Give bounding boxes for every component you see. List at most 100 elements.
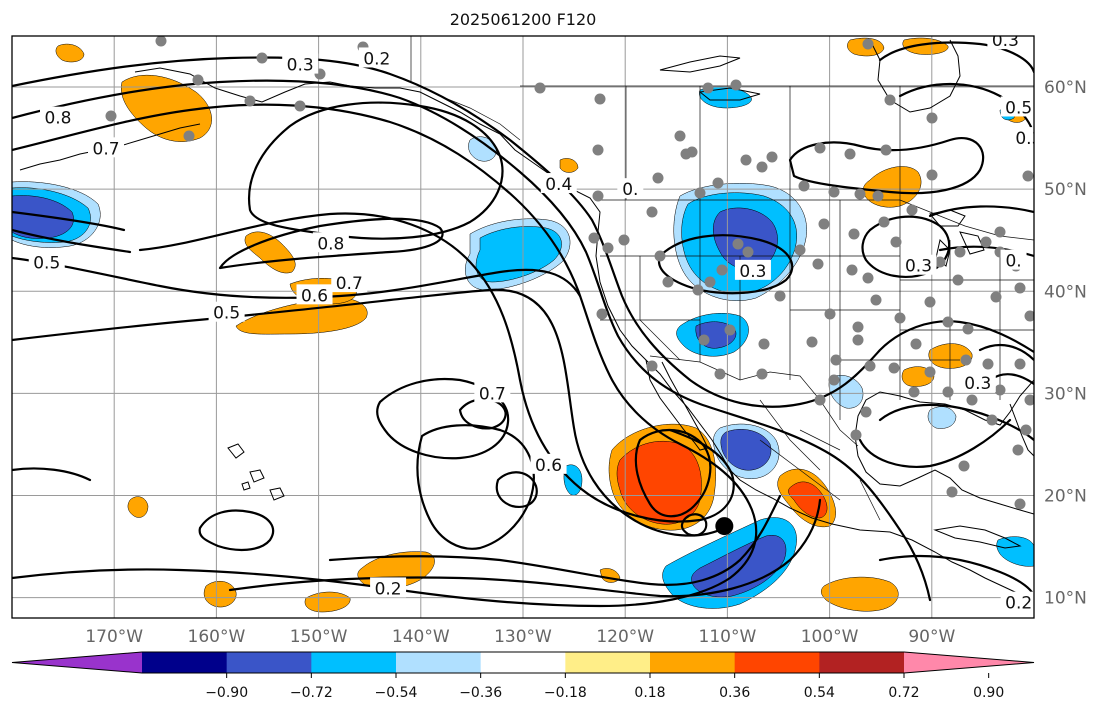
contour-line <box>634 428 712 518</box>
coastline-hawaii <box>227 443 285 501</box>
colorbar-tick-label: −0.90 <box>205 685 248 701</box>
contour-label-background <box>88 137 125 158</box>
latitude-tick-label: 60°N <box>1044 78 1087 98</box>
station-marker <box>848 228 860 240</box>
station-marker <box>846 264 858 276</box>
contour-label-background <box>39 106 76 127</box>
border-us-mexico <box>649 355 859 447</box>
anomaly-area <box>468 136 497 162</box>
station-marker <box>704 276 716 288</box>
contour-line <box>878 403 1034 442</box>
contour-label: 0.7 <box>479 384 506 404</box>
contour-label-background <box>734 259 771 280</box>
station-marker <box>870 294 882 306</box>
anomaly-area <box>203 580 237 608</box>
colorbar-extend-low <box>12 652 142 673</box>
station-marker <box>934 256 946 268</box>
station-marker <box>986 414 998 426</box>
station-marker <box>646 206 658 218</box>
station-marker <box>806 336 818 348</box>
station-marker <box>730 79 742 91</box>
station-marker <box>926 112 938 124</box>
contour-label: 0. <box>1005 252 1021 272</box>
station-marker <box>1024 394 1034 406</box>
station-marker <box>910 338 922 350</box>
station-marker <box>756 368 768 380</box>
colorbar-cell <box>734 652 820 673</box>
contour-line <box>376 377 510 460</box>
station-marker <box>906 204 918 216</box>
station-marker <box>994 384 1006 396</box>
station-marker <box>716 264 728 276</box>
station-marker <box>830 354 842 366</box>
contour-label: 0. <box>622 180 638 200</box>
station-marker <box>1014 358 1026 370</box>
border-alaska-canada <box>410 36 521 141</box>
longitude-tick-label: 160°W <box>188 627 246 647</box>
contour-line <box>218 217 444 270</box>
contour-label: 0.8 <box>44 109 71 129</box>
anomaly-area <box>127 496 149 518</box>
longitude-tick-label: 140°W <box>392 627 450 647</box>
station-marker <box>592 190 604 202</box>
station-marker <box>1024 310 1034 322</box>
latitude-tick-label: 10°N <box>1044 589 1087 609</box>
latitude-tick-label: 50°N <box>1044 180 1087 200</box>
station-marker <box>758 338 770 350</box>
station-marker <box>646 360 658 372</box>
longitude-tick-label: 90°W <box>908 627 955 647</box>
contour-label-background <box>370 577 407 598</box>
contour-label-background <box>282 53 319 74</box>
contour-line <box>878 41 1034 142</box>
contour-label: 0.3 <box>905 257 932 277</box>
station-marker <box>946 486 958 498</box>
station-marker <box>890 236 902 248</box>
coastline-cuba <box>933 525 1022 549</box>
station-markers <box>105 36 1034 510</box>
anomaly-area <box>244 231 296 274</box>
contour-line <box>138 212 735 523</box>
contour-line <box>657 234 794 295</box>
contour-label: 0.2 <box>1005 594 1032 614</box>
contour-label-background <box>474 382 511 403</box>
station-marker <box>926 169 938 181</box>
anomaly-area <box>120 74 212 142</box>
anomaly-area <box>563 464 583 496</box>
contour-label-background <box>331 272 368 293</box>
station-marker <box>862 272 874 284</box>
station-marker <box>588 232 600 244</box>
contour-label: 0.2 <box>375 579 402 599</box>
station-marker <box>712 177 724 189</box>
contour-label: 0.2 <box>363 49 390 69</box>
colorbar-tick-label: −0.36 <box>459 685 502 701</box>
station-marker <box>990 291 1002 303</box>
colorbar: −0.90 −0.72 −0.54 −0.36 −0.18 0.18 0.36 0.54 0.7… <box>11 651 1035 701</box>
colorbar-outline <box>11 651 1035 674</box>
station-marker <box>884 94 896 106</box>
station-marker <box>592 144 604 156</box>
latitude-tick-label: 20°N <box>1044 486 1087 506</box>
longitude-tick-label: 170°W <box>85 627 143 647</box>
storm-center-marker <box>715 517 734 536</box>
contour-label-background <box>208 301 245 322</box>
contour-label: 0.3 <box>992 31 1019 51</box>
border-us-canada <box>598 199 1034 241</box>
station-marker <box>534 82 546 94</box>
contour-label-background <box>312 232 349 253</box>
station-marker <box>1022 170 1034 182</box>
border-canada-provinces <box>520 85 1034 200</box>
station-marker <box>794 244 806 256</box>
station-marker <box>714 368 726 380</box>
anomaly-area <box>55 43 85 63</box>
latitude-tick-label: 30°N <box>1044 384 1087 404</box>
political-borders <box>410 36 1034 521</box>
colorbar-cell <box>565 652 651 673</box>
contour-label: 0.5 <box>33 254 60 274</box>
longitude-tick-labels: 170°W 160°W 150°W 140°W 130°W 120°W 110°W 100°W… <box>85 627 955 647</box>
colorbar-cell <box>819 652 905 673</box>
station-marker <box>652 172 664 184</box>
figure-title: 2025061200 F120 <box>450 10 597 29</box>
station-marker <box>1012 444 1024 456</box>
station-marker <box>828 374 840 386</box>
contour-label: 0.3 <box>287 56 314 76</box>
